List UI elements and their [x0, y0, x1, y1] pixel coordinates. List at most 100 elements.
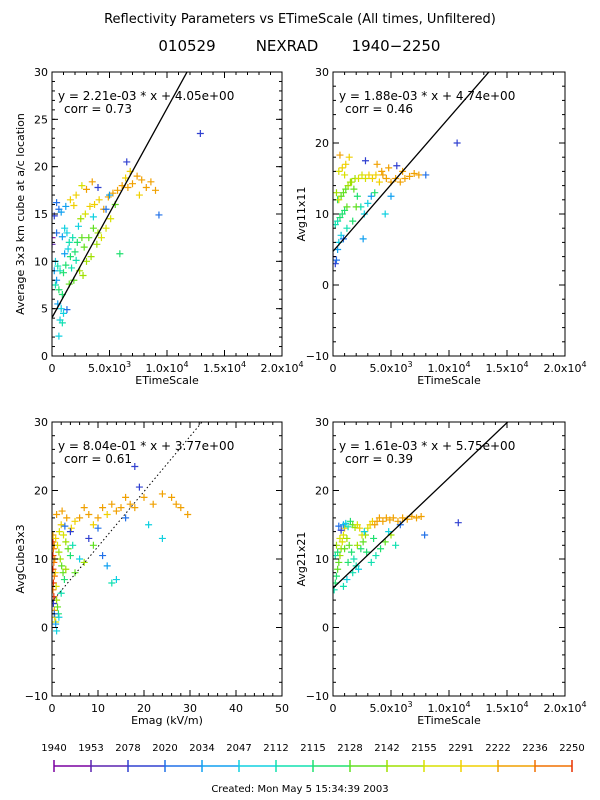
- data-point: [385, 164, 393, 172]
- data-point: [345, 153, 353, 161]
- data-point: [339, 582, 347, 590]
- data-point: [66, 253, 74, 261]
- data-point: [361, 157, 369, 165]
- data-point: [60, 576, 68, 584]
- data-point: [71, 517, 79, 525]
- data-point: [172, 500, 180, 508]
- data-point: [142, 183, 150, 191]
- data-point: [54, 603, 62, 611]
- scatter-panel-1: 0 5.0x103 1.0x104 1.5x104 2.0x104 0 5 10 15 20 25 3…: [14, 66, 304, 387]
- data-point: [184, 510, 192, 518]
- data-point: [375, 178, 383, 186]
- data-point: [346, 178, 354, 186]
- data-point: [133, 172, 141, 180]
- data-point: [392, 541, 400, 549]
- data-point: [52, 545, 57, 553]
- data-point: [93, 240, 101, 248]
- fit-equation-label: y = 8.04e-01 * x + 3.77e+00: [58, 439, 234, 453]
- y-tick-label: 30: [34, 416, 48, 429]
- data-point: [338, 164, 346, 172]
- data-point: [108, 500, 116, 508]
- y-tick-label: 0: [322, 279, 329, 292]
- data-point: [158, 490, 166, 498]
- data-point: [102, 224, 110, 232]
- created-timestamp: Created: Mon May 5 15:34:39 2003: [211, 784, 388, 795]
- y-tick-label: 10: [34, 255, 48, 268]
- data-point: [52, 586, 57, 594]
- data-point: [360, 528, 368, 536]
- data-point: [103, 562, 111, 570]
- x-tick-label: 0: [330, 362, 337, 375]
- data-point: [387, 192, 395, 200]
- colorbar-label: 2250: [559, 743, 584, 754]
- data-point: [54, 262, 62, 270]
- data-point: [89, 213, 97, 221]
- data-point: [61, 224, 69, 232]
- data-point: [375, 514, 383, 522]
- data-point: [57, 521, 65, 529]
- data-point: [140, 493, 148, 501]
- data-point: [63, 514, 71, 522]
- data-point: [91, 201, 99, 209]
- data-point: [333, 221, 339, 229]
- y-tick-label: 20: [315, 137, 329, 150]
- data-point: [372, 171, 380, 179]
- colorbar-label: 2142: [374, 743, 399, 754]
- data-point: [343, 534, 351, 542]
- colorbar-label: 2047: [226, 743, 251, 754]
- data-point: [348, 548, 356, 556]
- data-point: [60, 531, 67, 539]
- data-point: [89, 541, 97, 549]
- data-point: [57, 305, 65, 313]
- data-point: [417, 513, 425, 521]
- data-point: [112, 507, 120, 515]
- point-layer: [52, 130, 204, 340]
- data-point: [333, 572, 340, 580]
- data-point: [352, 203, 360, 211]
- data-point: [149, 500, 157, 508]
- data-point: [103, 510, 111, 518]
- data-point: [344, 558, 352, 566]
- data-point: [60, 309, 67, 317]
- data-point: [196, 130, 204, 138]
- data-point: [415, 171, 423, 179]
- data-point: [80, 243, 88, 251]
- data-point: [53, 510, 61, 518]
- data-point: [108, 579, 116, 587]
- data-point: [61, 250, 69, 258]
- data-point: [336, 534, 344, 542]
- y-tick-label: 10: [315, 553, 329, 566]
- data-point: [52, 534, 60, 542]
- data-point: [335, 558, 343, 566]
- data-point: [55, 528, 63, 536]
- data-point: [58, 507, 66, 515]
- colorbar-label: 1940: [41, 743, 66, 754]
- y-tick-label: −10: [25, 690, 48, 703]
- y-tick-label: 0: [41, 350, 48, 363]
- y-tick-label: 20: [315, 485, 329, 498]
- data-point: [54, 541, 62, 549]
- data-point: [344, 182, 352, 190]
- x-tick-label: 20: [137, 702, 151, 715]
- y-tick-label: 15: [34, 208, 48, 221]
- data-point: [78, 234, 86, 242]
- data-point: [55, 548, 63, 556]
- x-tick-label: 1.0x104: [427, 700, 470, 715]
- data-point: [86, 202, 94, 210]
- data-point: [52, 600, 57, 608]
- x-tick-label: 0: [49, 702, 56, 715]
- data-point: [52, 552, 57, 560]
- data-point: [52, 281, 59, 289]
- data-point: [337, 231, 345, 239]
- data-point: [334, 548, 342, 556]
- data-point: [389, 514, 397, 522]
- data-point: [122, 493, 130, 501]
- data-point: [339, 189, 347, 197]
- data-point: [371, 189, 379, 197]
- data-point: [410, 170, 418, 178]
- colorbar-label: 1953: [78, 743, 103, 754]
- data-point: [372, 552, 380, 560]
- scatter-panel-2: 0 5.0x103 1.0x104 1.5x104 2.0x104−100102030E…: [295, 66, 587, 387]
- x-tick-label: 1.5x104: [203, 360, 246, 375]
